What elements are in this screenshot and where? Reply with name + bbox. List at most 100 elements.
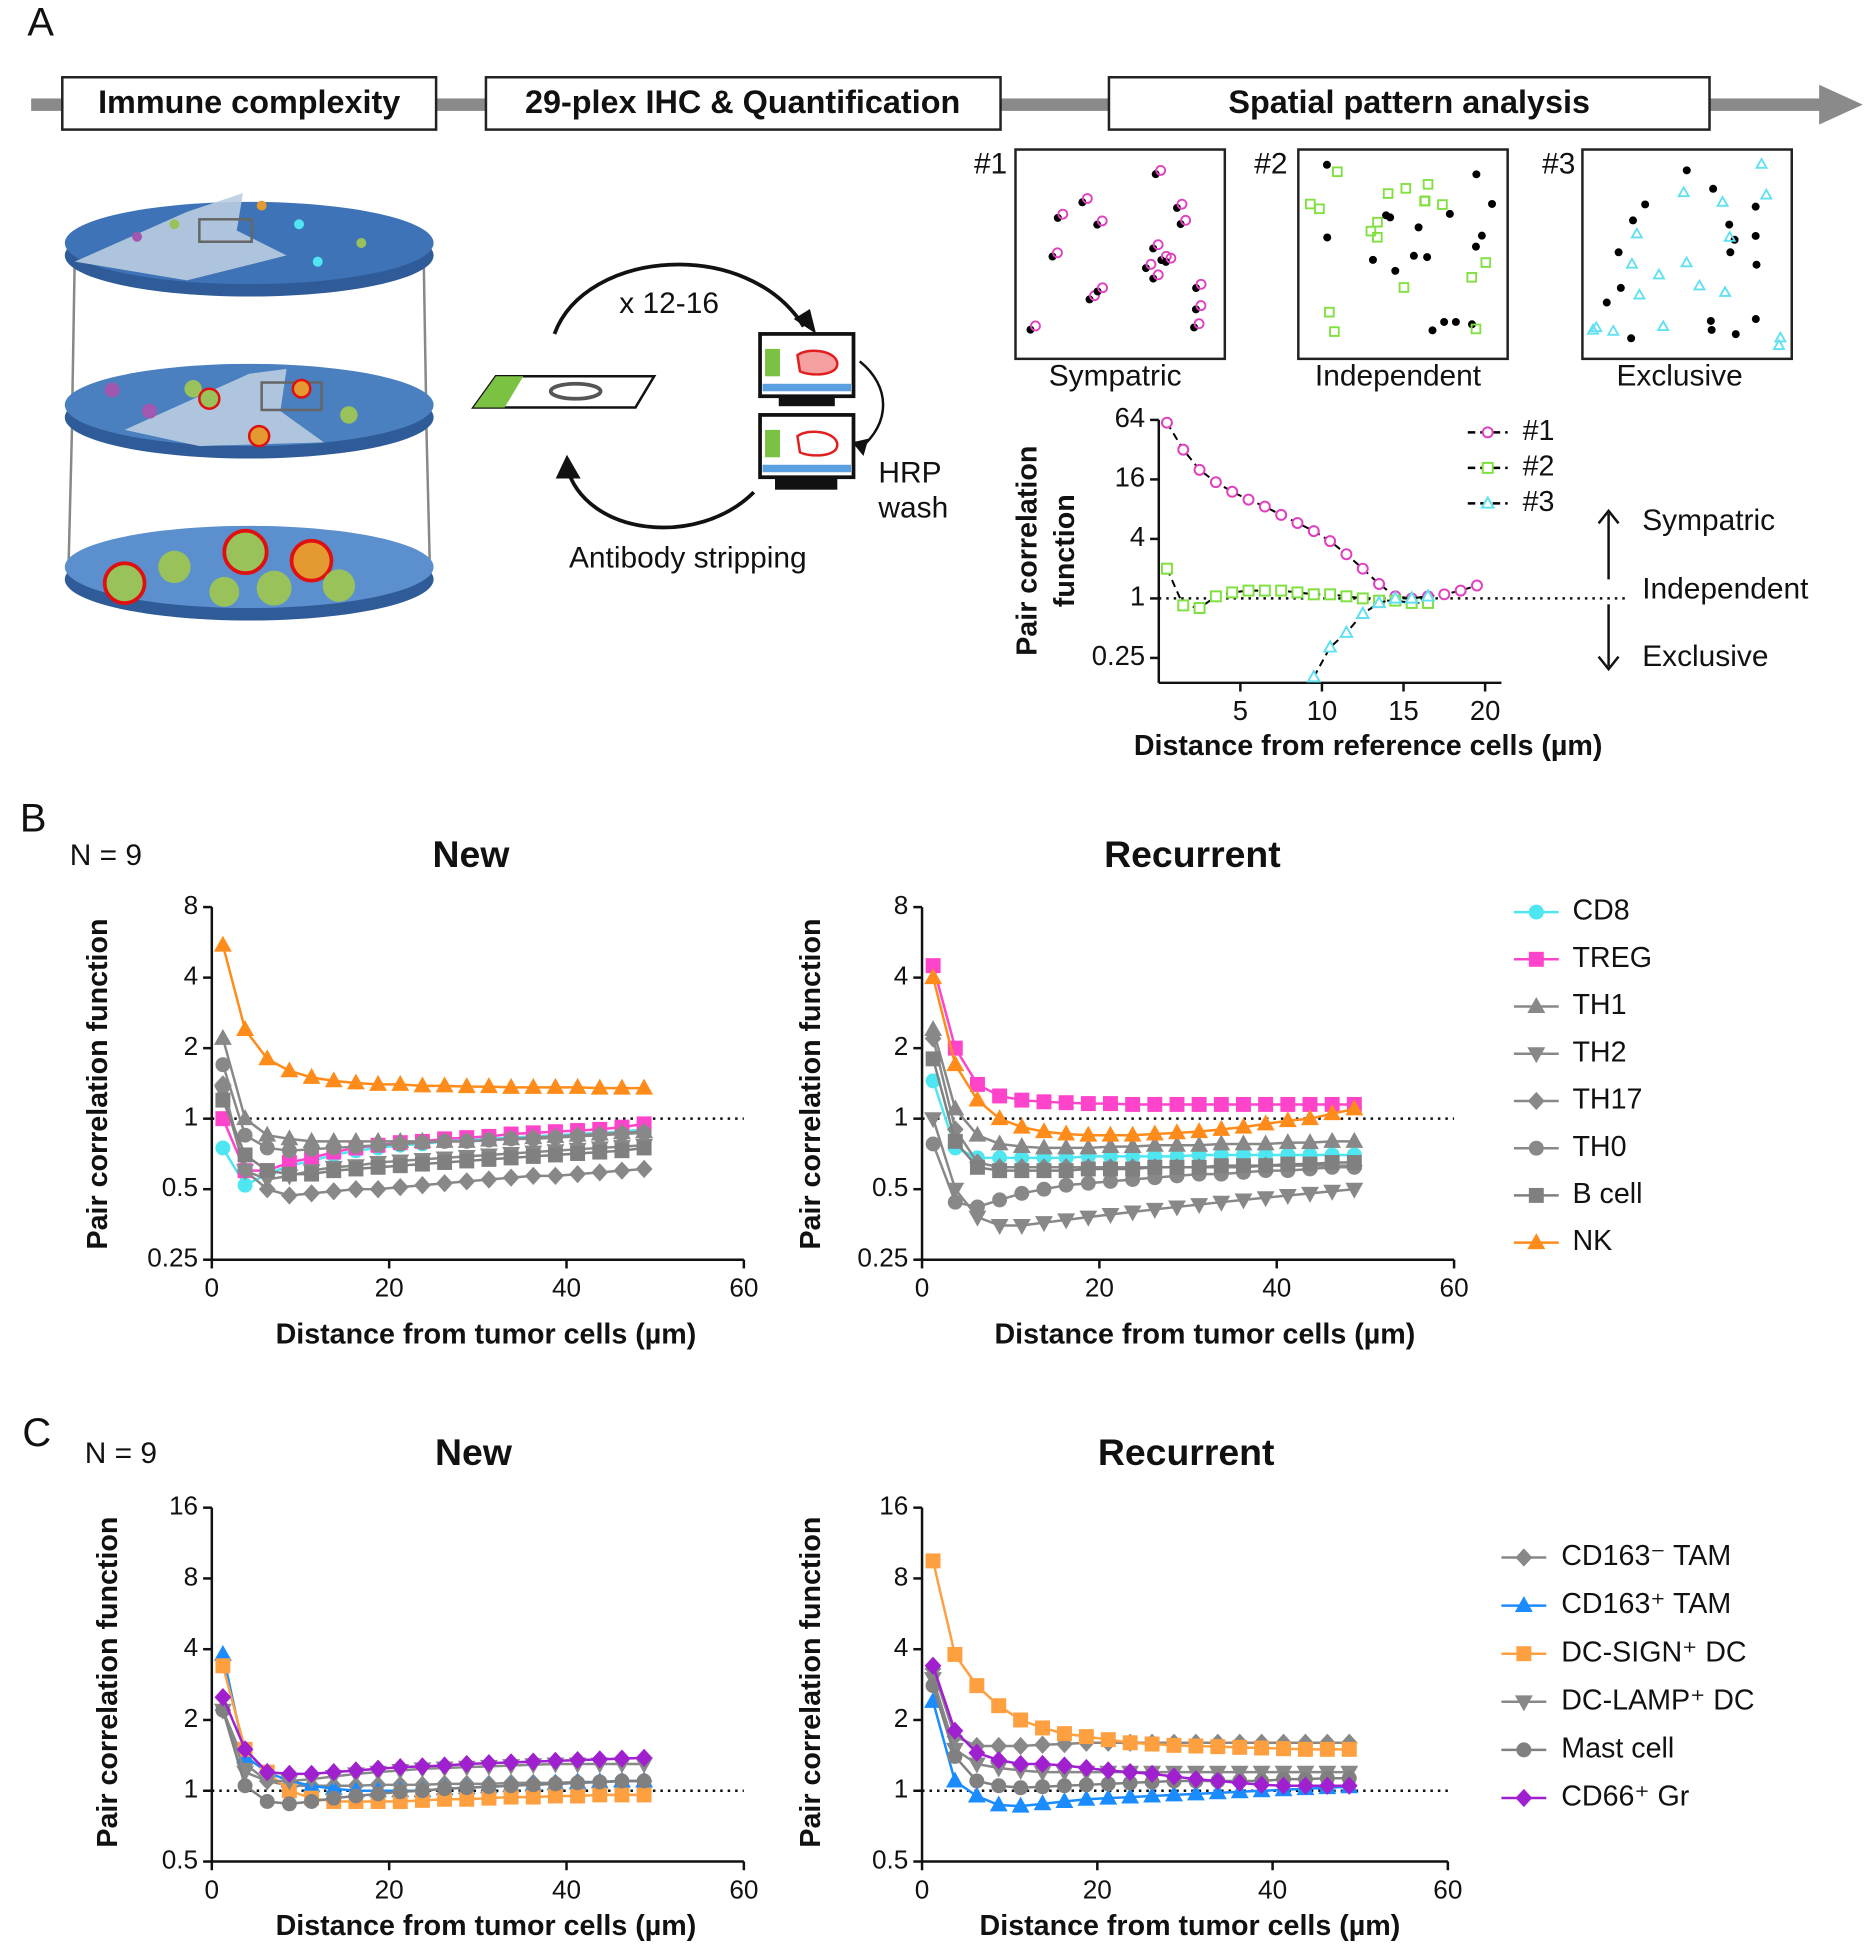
marker (1234, 1134, 1253, 1151)
dot (1440, 317, 1449, 326)
dot (1692, 278, 1707, 291)
marker (547, 1130, 563, 1146)
chart-title: Recurrent (1098, 1431, 1275, 1473)
marker (392, 1136, 408, 1152)
connector (424, 417, 432, 567)
annotation: Sympatric (1642, 504, 1775, 537)
x-tick-label: 20 (375, 1273, 404, 1303)
marker (1210, 1739, 1226, 1755)
marker (614, 1126, 630, 1142)
cell (312, 256, 323, 267)
marker (990, 1750, 1008, 1770)
marker (237, 1147, 253, 1163)
marker (414, 1757, 431, 1776)
x-axis-label: Distance from reference cells (µm) (1134, 730, 1603, 762)
marker (1014, 1092, 1030, 1108)
dot (1097, 282, 1108, 294)
dot (1625, 257, 1639, 269)
marker (304, 1794, 320, 1809)
marker (636, 1140, 652, 1156)
marker (1258, 500, 1271, 513)
marker (525, 1777, 541, 1793)
marker (1165, 1785, 1183, 1802)
marker (1056, 1756, 1073, 1775)
marker (1057, 1124, 1076, 1141)
legend-label: TH1 (1572, 989, 1626, 1021)
legend-label: TH0 (1572, 1131, 1626, 1163)
legend-marker (1516, 1742, 1532, 1758)
marker (369, 1759, 387, 1778)
marker (1078, 1777, 1094, 1793)
marker (1125, 1161, 1141, 1177)
marker (1404, 590, 1420, 604)
y-tick-label: 1 (184, 1774, 199, 1804)
marker (636, 1787, 652, 1803)
marker (1013, 1780, 1029, 1796)
legend-marker (1528, 1187, 1544, 1203)
marker (612, 1078, 631, 1095)
dot (1398, 282, 1410, 293)
step-label: Spatial pattern analysis (1228, 84, 1590, 120)
marker (347, 1180, 365, 1199)
series-line (221, 944, 645, 1090)
marker (1057, 1138, 1076, 1155)
marker (1160, 562, 1173, 575)
marker (1147, 1159, 1163, 1175)
marker (258, 1762, 276, 1782)
marker (1165, 1767, 1183, 1786)
marker (1297, 1741, 1313, 1757)
dot (1085, 295, 1094, 304)
dot (1480, 257, 1492, 268)
x-tick-label: 0 (915, 1273, 930, 1303)
marker (570, 1788, 586, 1804)
marker (479, 1077, 498, 1094)
marker (1056, 1726, 1072, 1742)
marker (1012, 1117, 1031, 1134)
marker (414, 1135, 430, 1151)
cell (142, 403, 157, 419)
x-tick-label: 40 (552, 1874, 581, 1904)
legend-marker (1527, 1233, 1546, 1250)
chart: 0.5 1 2 4 8 16 0 20 40 60 Recurrent Distance from t… (795, 1431, 1462, 1942)
y-tick-label: 0.25 (857, 1243, 908, 1273)
dot (1414, 223, 1423, 232)
marker (524, 1166, 542, 1186)
marker (481, 1779, 497, 1795)
marker (613, 1161, 631, 1180)
marker (1254, 1740, 1270, 1756)
marker (569, 1164, 586, 1184)
marker (1036, 1163, 1052, 1179)
dot (1193, 318, 1205, 330)
marker (435, 1076, 454, 1093)
sample-size: N = 9 (85, 1437, 157, 1470)
marker (459, 1133, 475, 1149)
legend-label: TH2 (1572, 1036, 1626, 1068)
marker (1102, 1161, 1118, 1177)
marker (1297, 1776, 1314, 1795)
marker (1144, 1736, 1160, 1752)
stand (778, 396, 835, 407)
marker (1256, 1134, 1275, 1151)
legend-label: DC-LAMP⁺ DC (1561, 1684, 1754, 1716)
marker (1213, 1158, 1229, 1174)
dot (1149, 244, 1158, 253)
marker (413, 1076, 432, 1093)
marker (1190, 1122, 1209, 1139)
y-tick-label: 0.25 (147, 1243, 198, 1273)
arrow-head (852, 438, 869, 457)
dot (1304, 198, 1316, 210)
marker (1356, 592, 1369, 605)
marker (1012, 1754, 1030, 1774)
dot (1718, 285, 1732, 297)
panel-label: B (20, 797, 47, 841)
marker (1143, 1786, 1162, 1803)
monitor (758, 413, 856, 490)
cycle-arrow (565, 466, 756, 530)
dot (1053, 213, 1062, 222)
marker (991, 1778, 1007, 1794)
marker (947, 1133, 963, 1149)
marker (1102, 1096, 1118, 1112)
dot (1176, 220, 1185, 229)
dot (1488, 199, 1497, 208)
